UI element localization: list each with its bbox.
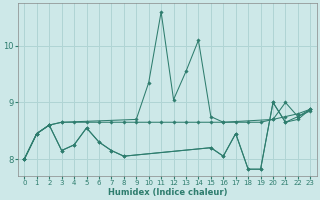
X-axis label: Humidex (Indice chaleur): Humidex (Indice chaleur) — [108, 188, 227, 197]
